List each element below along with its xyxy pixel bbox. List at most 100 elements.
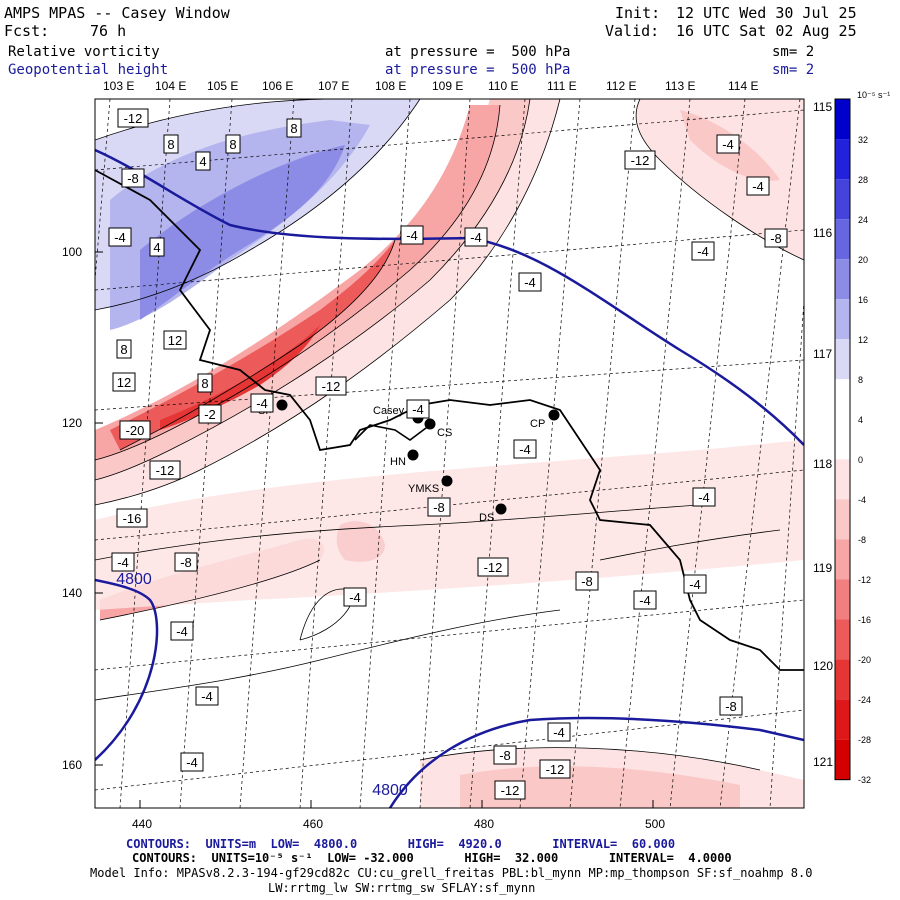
contour-label-box (195, 686, 219, 706)
colorbar-label: -16 (858, 615, 871, 625)
contour-label: -12 (501, 783, 520, 798)
contour-label: -20 (126, 423, 145, 438)
contour-label-box (117, 108, 149, 128)
contour-label: -12 (156, 463, 175, 478)
contour-label-box (547, 722, 571, 742)
contour-label: -12 (322, 379, 341, 394)
footer-line1: CONTOURS: UNITS=m LOW= 4800.0 HIGH= 4920… (126, 837, 676, 851)
colorbar-label: -8 (858, 535, 866, 545)
contour-label-box (198, 404, 222, 424)
station-dot[interactable] (441, 475, 453, 487)
contour-label-box (149, 460, 181, 480)
valid-label: Valid: (605, 22, 660, 40)
contour-label: -4 (186, 755, 198, 770)
contour-label: -4 (201, 689, 213, 704)
contour-label: -8 (725, 699, 737, 714)
colorbar-swatch (835, 699, 850, 740)
colorbar-swatch (835, 259, 850, 300)
contour-label-box (225, 134, 241, 154)
colorbar-frame (834, 98, 851, 781)
contour-label-box (716, 134, 740, 154)
contour-label: -12 (631, 153, 650, 168)
contour-label: -4 (752, 179, 764, 194)
x-tick-label: 440 (132, 817, 152, 831)
contour-label: -4 (176, 624, 188, 639)
contour-label-box (315, 376, 347, 396)
station-label-casey: Casey (373, 405, 405, 417)
lon-label-top: 108 E (375, 79, 406, 93)
contour-label: -4 (117, 555, 129, 570)
colorbar-swatch (835, 419, 850, 460)
contour-label-box (464, 227, 488, 247)
colorbar-label: 8 (858, 375, 863, 385)
contour-label-box (764, 228, 788, 248)
contour-label-box (170, 621, 194, 641)
contour-label-box (111, 552, 135, 572)
contour-label-box (116, 508, 148, 528)
field1-name: Relative vorticity (8, 44, 160, 60)
contour-label: -12 (546, 762, 565, 777)
lon-label-top: 109 E (432, 79, 463, 93)
contour-label: -8 (180, 555, 192, 570)
lon-label-top: 111 E (547, 79, 577, 93)
lon-label-top: 105 E (207, 79, 238, 93)
contour-label: -16 (123, 511, 142, 526)
lon-label-top: 110 E (488, 79, 518, 93)
colorbar-swatch (835, 219, 850, 260)
station-label-cp: CP (530, 418, 545, 430)
contour-label-box (343, 587, 367, 607)
contour-label-box (163, 330, 187, 350)
contour-label: -8 (127, 171, 139, 186)
coastline (95, 169, 804, 671)
colorbar-swatch (835, 619, 850, 660)
contour-label-box (624, 150, 656, 170)
init-label: Init: (615, 4, 661, 22)
contour-label-box (494, 780, 526, 800)
app-title: AMPS MPAS -- Casey Window (4, 4, 230, 22)
colorbar-swatch (835, 739, 850, 780)
contour-label-box (174, 552, 198, 572)
colorbar-label: 12 (858, 335, 868, 345)
y-tick-label: 160 (62, 758, 82, 772)
valid-value: 16 UTC Sat 02 Aug 25 (676, 22, 857, 40)
contour-label: -8 (499, 748, 511, 763)
contour-label: 8 (201, 376, 208, 391)
station-dot[interactable] (276, 399, 288, 411)
contour-label: 8 (290, 121, 297, 136)
colorbar-label: -32 (858, 775, 871, 785)
colorbar-label: 20 (858, 255, 868, 265)
station-dot[interactable] (407, 449, 419, 461)
colorbar-label: 0 (858, 455, 863, 465)
contour-label: 12 (117, 375, 131, 390)
contour-label: -8 (433, 500, 445, 515)
colorbar-swatch (835, 179, 850, 220)
contour-label-box (477, 557, 509, 577)
station-dot[interactable] (548, 409, 560, 421)
station-dot[interactable] (495, 503, 507, 515)
station-label-ymks: YMKS (408, 483, 439, 495)
contour-label-box (108, 227, 132, 247)
contour-label-box (691, 241, 715, 261)
contour-label: -2 (204, 407, 216, 422)
height-label: 4800 (372, 782, 408, 799)
station-label-hn: HN (390, 456, 406, 468)
station-dot[interactable] (424, 418, 436, 430)
colorbar-swatch (835, 539, 850, 580)
contour-label: -4 (698, 490, 710, 505)
field2-level: at pressure = 500 hPa (385, 62, 571, 78)
contour-label: -4 (406, 228, 418, 243)
y-tick-label: 120 (62, 416, 82, 430)
contour-label: 12 (168, 333, 182, 348)
lon-label-top: 107 E (318, 79, 349, 93)
contour-label: -4 (553, 725, 565, 740)
colorbar-label: 28 (858, 175, 868, 185)
contour-label: -4 (470, 230, 482, 245)
contour-label-box (180, 752, 204, 772)
contour-label-box (575, 571, 599, 591)
contour-label-box (112, 372, 136, 392)
station-label-cs: CS (437, 427, 452, 439)
contour-label-box (493, 745, 517, 765)
contour-label-box (746, 176, 770, 196)
contour-label-box (406, 399, 430, 419)
contour-label-box (121, 168, 145, 188)
